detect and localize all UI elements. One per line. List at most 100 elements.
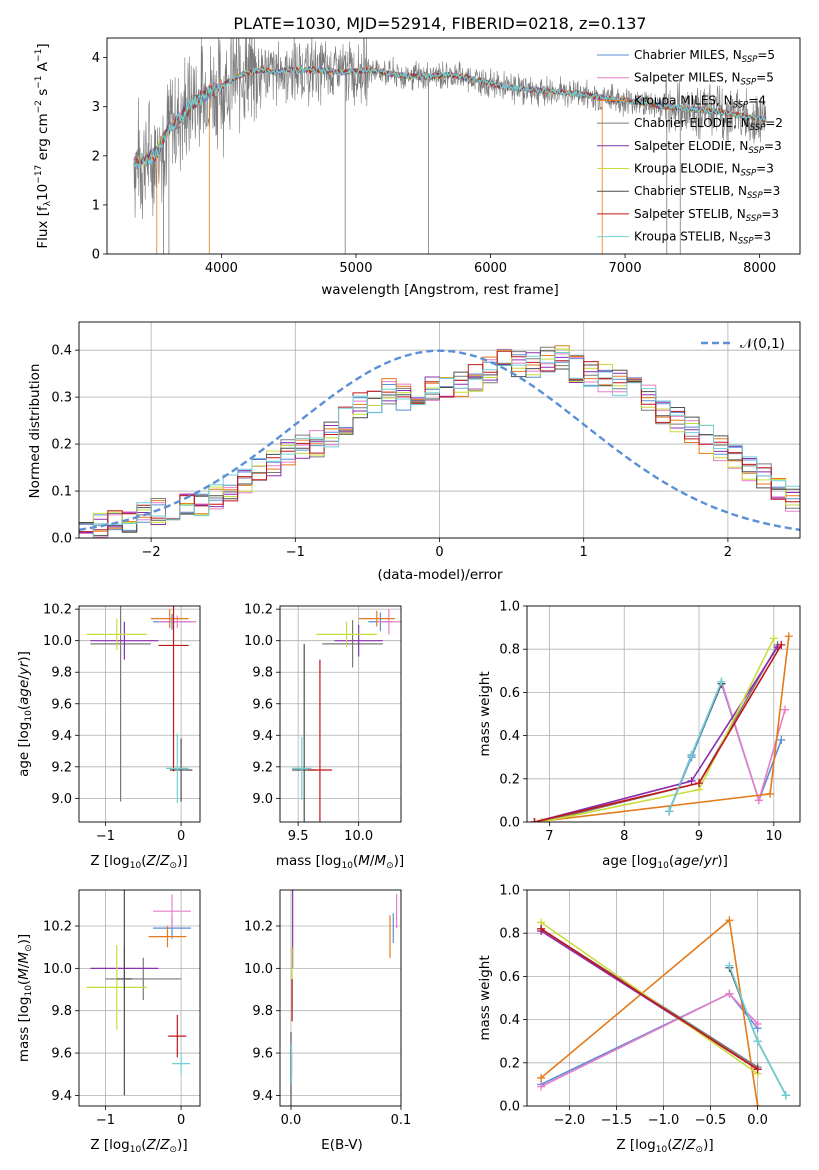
legend-label-salpeter-stelib: Salpeter STELIB, NSSP=3 <box>634 207 779 224</box>
ebv-xtick-label: 0.0 <box>281 1113 302 1128</box>
wz-marker-salpeter-miles <box>725 989 734 998</box>
wage-line-kroupa-miles <box>534 636 790 822</box>
wage-xtick-label: 7 <box>545 829 553 844</box>
wz-plot-area <box>537 916 790 1106</box>
agem-xtick-label: 9.5 <box>288 829 309 844</box>
figure-title: PLATE=1030, MJD=52914, FIBERID=0218, z=0… <box>233 14 646 33</box>
weight-vs-age-panel: 7 8 9 10 0.0 0.2 0.4 0.6 0.8 1.0 <box>499 600 801 844</box>
wage-marker-kroupa-stelib <box>717 677 726 686</box>
wage-ytick-label: 0.6 <box>499 686 520 701</box>
legend-label-salpeter-miles: Salpeter MILES, NSSP=5 <box>634 71 774 88</box>
residuals-xtick-label: −2 <box>142 545 161 560</box>
agez-ytick-label: 9.0 <box>51 792 72 807</box>
wz-ytick-label: 0.0 <box>499 1100 520 1115</box>
wz-line-salpeter-stelib <box>540 928 759 1070</box>
wage-marker-salpeter-elodie <box>687 776 696 785</box>
agem-ytick-label: 9.0 <box>252 792 273 807</box>
weight-vs-z-panel: −2.0 −1.5 −1.0 −0.5 0.0 0.0 0.2 0.4 0.6 0.8 1.0 <box>499 884 801 1128</box>
wage-line-salpeter-elodie <box>534 646 779 822</box>
agem-xlabel: mass [log10(M/M⊙)] <box>276 853 404 871</box>
agez-ytick-label: 10.2 <box>43 603 72 618</box>
ebv-ytick-label: 10.0 <box>244 962 273 977</box>
spectrum-xtick-label: 4000 <box>205 261 238 276</box>
residuals-xtick-label: 0 <box>435 545 443 560</box>
massz-ylabel: mass [log10(M/M⊙)] <box>16 934 34 1062</box>
agem-xtick-label: 10.0 <box>344 829 373 844</box>
wz-xlabel: Z [log10(Z/Z⊙)] <box>616 1137 713 1155</box>
agem-ytick-label: 9.8 <box>252 666 273 681</box>
hist-kroupa-elodie <box>79 348 800 538</box>
wz-line-salpeter-miles <box>540 992 759 1088</box>
spectrum-ytick-label: 1 <box>92 198 100 213</box>
residuals-xlabel: (data-model)/error <box>377 567 503 583</box>
agez-ytick-label: 9.2 <box>51 760 72 775</box>
wz-xtick-label: 0.0 <box>747 1113 768 1128</box>
agez-ytick-label: 9.6 <box>51 697 72 712</box>
wz-xtick-label: −2.0 <box>554 1113 586 1128</box>
ebv-ytick-label: 10.2 <box>244 920 273 935</box>
wage-line-kroupa-elodie <box>541 638 775 822</box>
wage-frame <box>526 605 801 823</box>
wz-ytick-label: 1.0 <box>499 884 520 899</box>
residuals-frame <box>78 321 801 539</box>
age-vs-mass-panel: 9.5 10.0 9.0 9.2 9.4 9.6 9.8 10.0 10.2 <box>244 603 402 844</box>
agem-ytick-label: 9.4 <box>252 729 273 744</box>
legend-label-kroupa-stelib: Kroupa STELIB, NSSP=3 <box>634 230 771 247</box>
wage-xtick-label: 10 <box>766 829 783 844</box>
wage-marker-kroupa-elodie <box>537 818 546 822</box>
wz-ylabel: mass weight <box>477 955 493 1040</box>
wz-xtick-label: −1.5 <box>601 1113 633 1128</box>
hist-kroupa-miles <box>79 345 800 538</box>
wz-ytick-label: 0.4 <box>499 1013 520 1028</box>
wz-marker-kroupa-miles <box>753 1102 762 1106</box>
agez-ytick-label: 9.4 <box>51 729 72 744</box>
wz-marker-kroupa-miles <box>537 1073 546 1082</box>
legend-label-chabrier-elodie: Chabrier ELODIE, NSSP=2 <box>634 116 783 133</box>
agem-frame <box>279 605 402 823</box>
wz-ytick-label: 0.2 <box>499 1056 520 1071</box>
ebv-ytick-label: 9.8 <box>252 1004 273 1019</box>
residuals-xtick-label: 1 <box>580 545 588 560</box>
wage-line-salpeter-stelib <box>534 644 782 822</box>
wage-ytick-label: 0.0 <box>499 816 520 831</box>
wage-line-chabrier-elodie <box>541 644 779 822</box>
spectrum-ytick-label: 3 <box>92 100 100 115</box>
wz-marker-kroupa-stelib <box>725 961 734 970</box>
ebv-xtick-label: 0.1 <box>391 1113 412 1128</box>
legend-label-chabrier-miles: Chabrier MILES, NSSP=5 <box>634 48 775 65</box>
wz-marker-kroupa-stelib <box>781 1091 790 1100</box>
wz-xtick-label: −1.0 <box>648 1113 680 1128</box>
hist-chabrier-stelib <box>79 350 800 537</box>
wz-line-kroupa-elodie <box>540 921 759 1075</box>
hist-salpeter-stelib <box>79 350 800 533</box>
massz-ytick-label: 9.4 <box>51 1089 72 1104</box>
residuals-ylabel: Normed distribution <box>27 364 43 499</box>
spectrum-plot-area <box>133 38 767 254</box>
spectrum-xtick-label: 8000 <box>743 261 776 276</box>
hist-chabrier-elodie <box>79 346 800 532</box>
residuals-ytick-label: 0.2 <box>51 438 72 453</box>
ebv-ytick-label: 9.4 <box>252 1089 273 1104</box>
wage-marker-kroupa-miles <box>784 632 793 641</box>
wz-marker-salpeter-stelib <box>537 924 546 933</box>
wage-marker-salpeter-stelib <box>777 640 786 649</box>
agem-ytick-label: 10.2 <box>244 603 273 618</box>
wage-marker-salpeter-miles <box>781 705 790 714</box>
wage-marker-kroupa-miles <box>766 789 775 798</box>
residuals-plot-area <box>79 345 800 538</box>
agez-ytick-label: 10.0 <box>43 634 72 649</box>
wz-marker-kroupa-miles <box>725 916 734 925</box>
agem-ytick-label: 10.0 <box>244 634 273 649</box>
ebv-frame <box>279 889 402 1107</box>
massz-ytick-label: 10.0 <box>43 962 72 977</box>
agem-ytick-label: 9.6 <box>252 697 273 712</box>
wage-marker-salpeter-stelib <box>695 779 704 788</box>
spectrum-legend: Chabrier MILES, NSSP=5 Salpeter MILES, NS… <box>597 48 783 247</box>
hist-kroupa-stelib <box>79 352 800 538</box>
wz-marker-kroupa-stelib <box>753 1037 762 1046</box>
massz-ytick-label: 10.2 <box>43 920 72 935</box>
hist-chabrier-miles <box>79 354 800 531</box>
wz-marker-salpeter-miles <box>753 1019 762 1028</box>
residuals-xtick-label: −1 <box>286 545 305 560</box>
